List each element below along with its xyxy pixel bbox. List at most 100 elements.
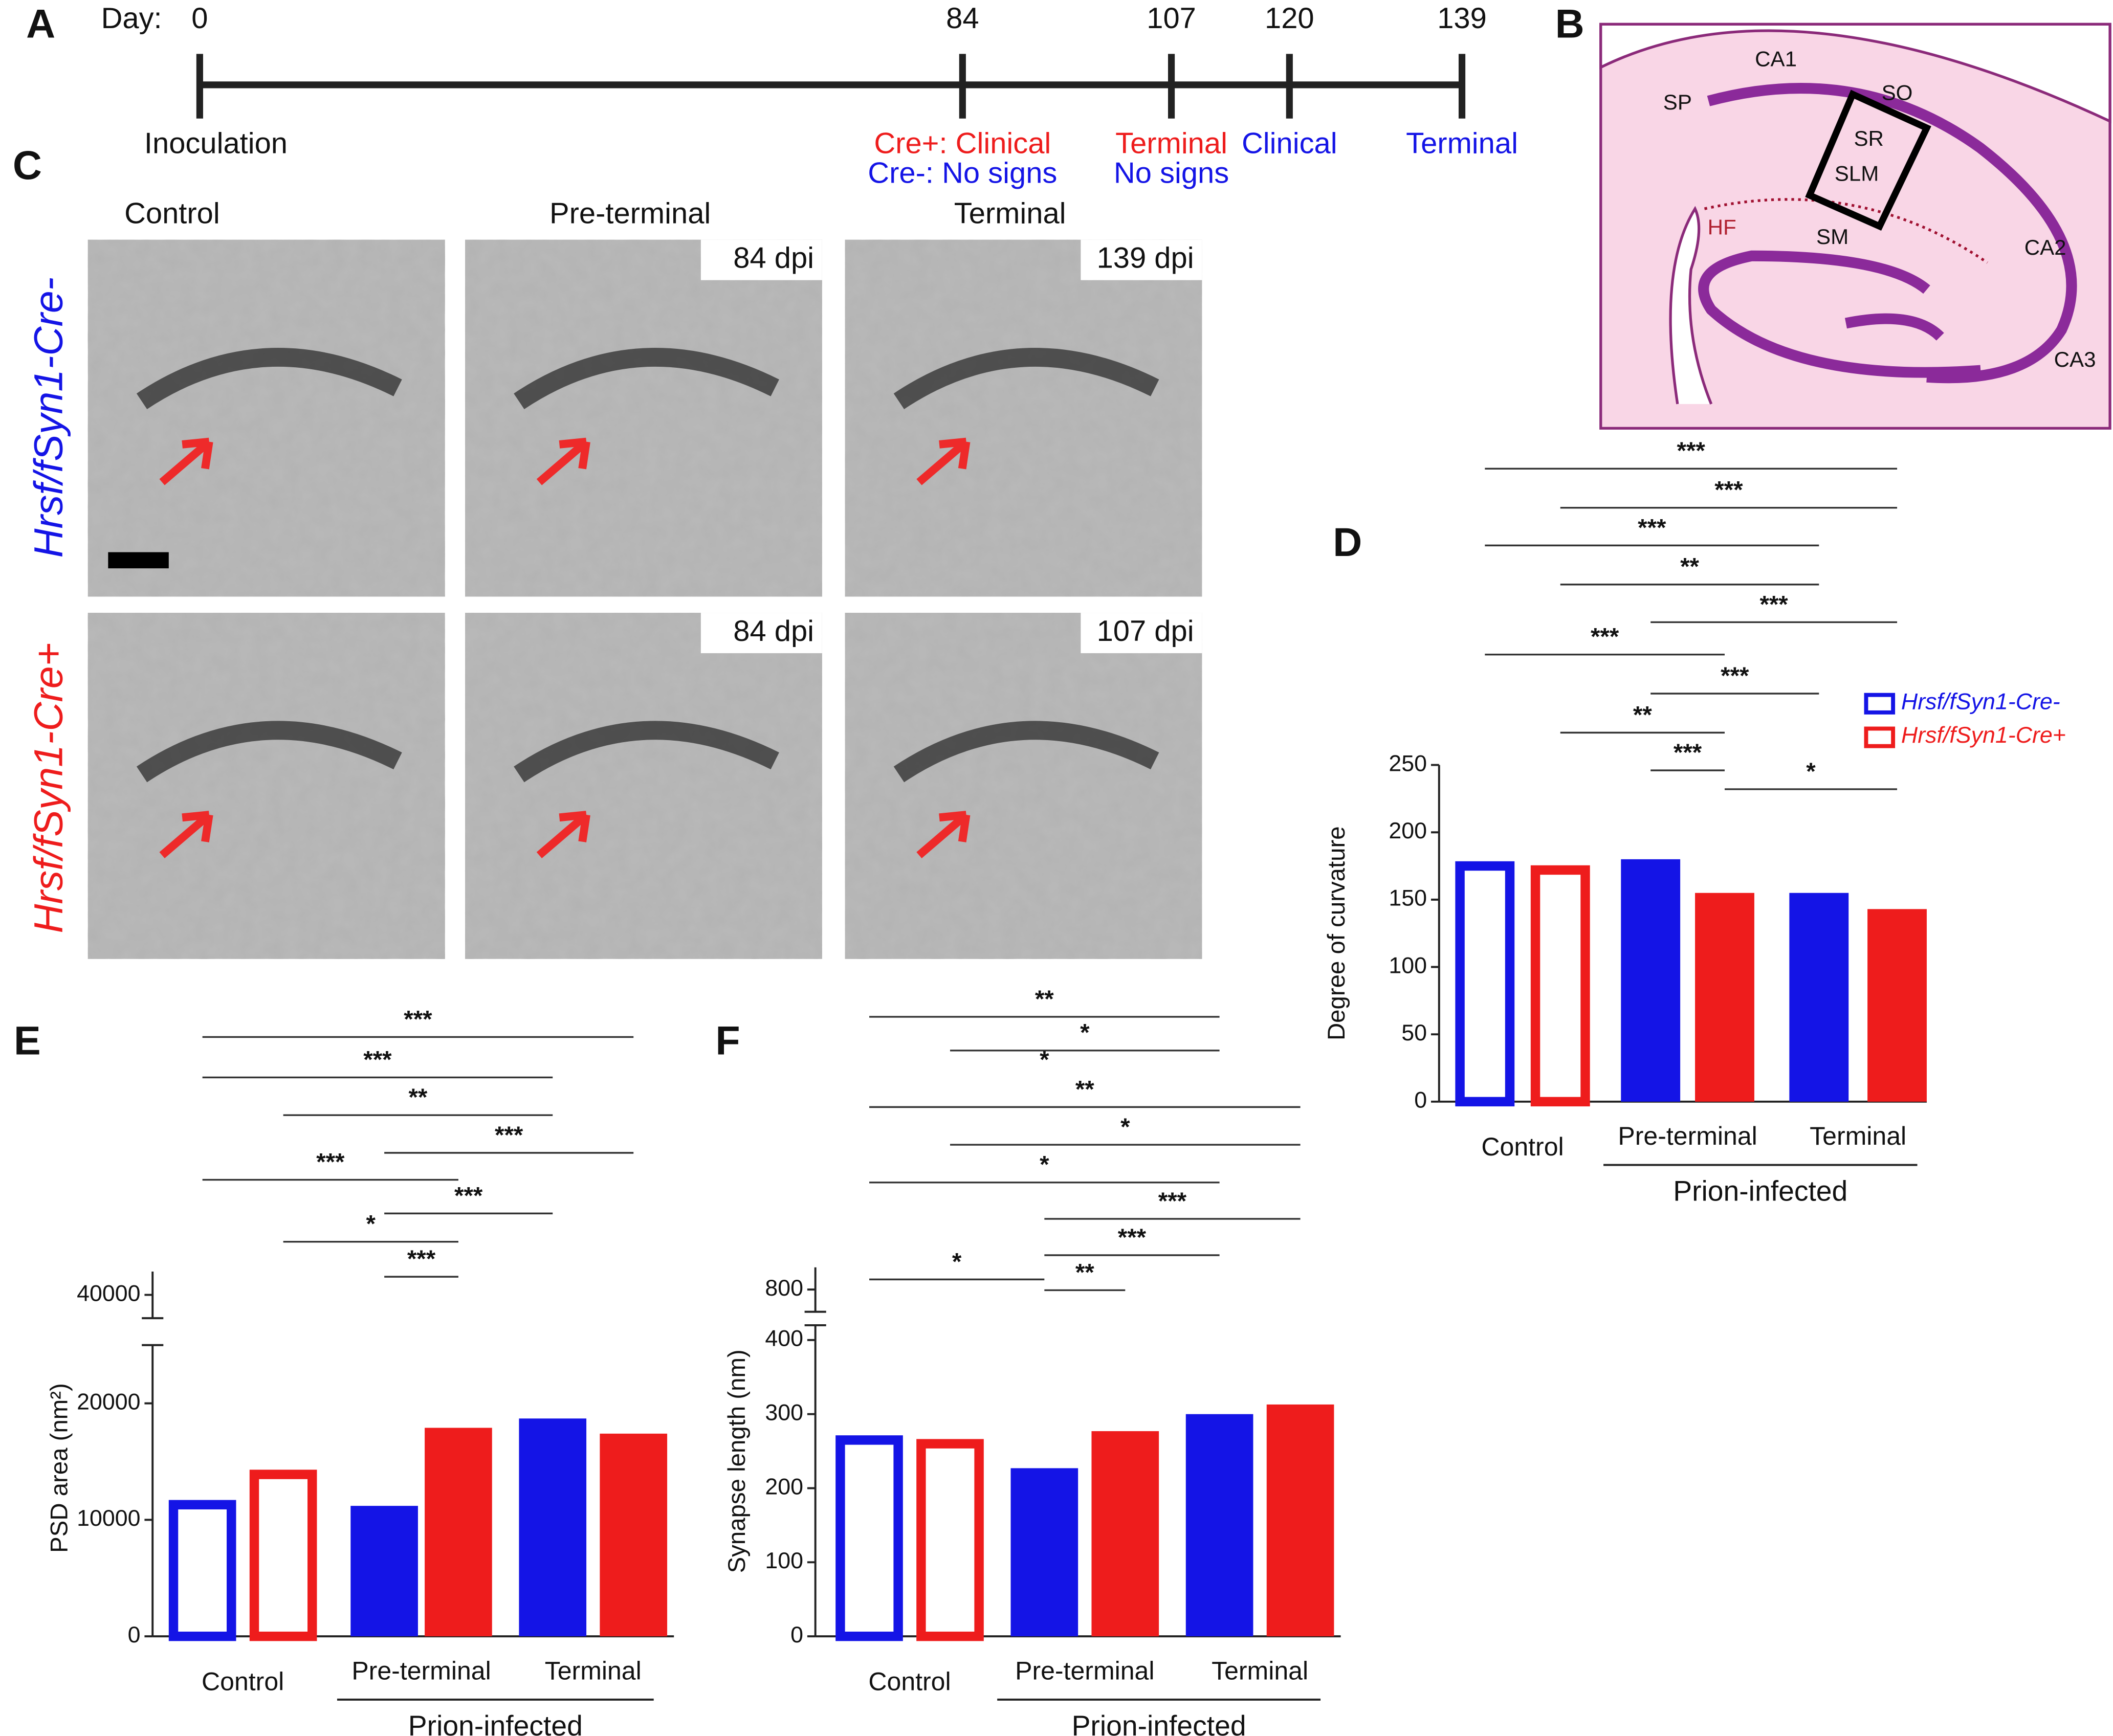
significance-label: * <box>1806 758 1816 785</box>
em-texture <box>465 613 822 959</box>
y-tick-label: 0 <box>1414 1087 1427 1113</box>
y-axis-label: PSD area (nm²) <box>46 1383 73 1553</box>
significance-label: *** <box>1714 477 1743 504</box>
em-texture <box>87 613 445 959</box>
x-tick-label: Control <box>1481 1132 1564 1161</box>
x-tick-label: Pre-terminal <box>1618 1122 1757 1150</box>
bar <box>1185 1414 1253 1637</box>
row-label: Hrsf/fSyn1-Cre- <box>26 277 71 558</box>
event-label: Terminal <box>1115 127 1227 160</box>
significance-label: *** <box>404 1006 432 1033</box>
ventricle <box>1669 206 1713 405</box>
significance-label: *** <box>1721 662 1749 689</box>
y-tick-label: 100 <box>1389 952 1427 978</box>
group-label: Prion-infected <box>1072 1710 1246 1736</box>
event-label: Cre+: Clinical <box>874 127 1051 160</box>
significance-label: *** <box>1118 1224 1147 1251</box>
day-label: 84 <box>946 2 979 35</box>
y-tick-label: 100 <box>765 1548 803 1573</box>
outer-boundary <box>1599 23 2111 124</box>
panel-letter: F <box>715 1017 740 1063</box>
legend-label: Hrsf/fSyn1-Cre+ <box>1901 722 2066 748</box>
panel-letter: E <box>14 1017 41 1063</box>
significance-label: ** <box>1633 701 1652 728</box>
column-title: Control <box>124 197 220 230</box>
bar <box>249 1470 317 1641</box>
day-label: 139 <box>1437 2 1487 35</box>
panel-letter: B <box>1555 1 1584 47</box>
event-label: Terminal <box>1406 127 1518 160</box>
column-title: Pre-terminal <box>549 197 711 230</box>
significance-label: *** <box>1158 1188 1187 1215</box>
significance-label: ** <box>1075 1076 1094 1103</box>
bar <box>1455 861 1515 1107</box>
day-label: 0 <box>191 2 208 35</box>
axis-label: Day: <box>101 2 162 35</box>
y-tick-label: 200 <box>765 1474 803 1499</box>
synapse-membrane <box>136 348 402 409</box>
event-label: No signs <box>1114 157 1229 190</box>
synapse-membrane <box>136 721 402 783</box>
group-label: Prion-infected <box>1673 1175 1847 1207</box>
significance-label: *** <box>1591 624 1619 651</box>
y-tick-label: 0 <box>128 1622 141 1648</box>
arrow <box>159 811 213 858</box>
significance-label: *** <box>316 1148 345 1175</box>
significance-label: *** <box>1759 591 1788 618</box>
dpi-label: 107 dpi <box>1097 615 1194 648</box>
y-tick-label: 50 <box>1401 1020 1427 1045</box>
significance-label: *** <box>1677 437 1706 464</box>
region-label: CA3 <box>2054 347 2096 371</box>
significance-label: *** <box>407 1245 436 1273</box>
bar <box>168 1500 236 1641</box>
arrow <box>536 437 590 485</box>
x-tick-label: Pre-terminal <box>351 1656 491 1685</box>
y-tick-label: 400 <box>765 1326 803 1351</box>
legend-swatch <box>1864 693 1896 715</box>
y-tick-label: 20000 <box>77 1389 140 1414</box>
region-label: SR <box>1854 126 1883 150</box>
y-tick-label: 200 <box>1389 818 1427 843</box>
synapse-membrane <box>514 348 779 409</box>
dpi-label: 139 dpi <box>1097 241 1194 274</box>
y-tick-label: 150 <box>1389 885 1427 911</box>
sample-box <box>1805 90 1931 231</box>
bar <box>1266 1404 1334 1637</box>
scale-bar <box>108 552 169 569</box>
y-tick-label: 250 <box>1389 750 1427 776</box>
region-label: HF <box>1708 215 1736 239</box>
bar <box>916 1439 984 1641</box>
significance-label: *** <box>495 1122 523 1149</box>
day-label: 107 <box>1147 2 1196 35</box>
dpi-box <box>700 613 822 654</box>
event-label: Cre-: No signs <box>868 157 1057 190</box>
bar <box>835 1435 903 1641</box>
region-label: SM <box>1816 225 1848 249</box>
region-label: CA1 <box>1755 47 1797 71</box>
dpi-label: 84 dpi <box>733 615 814 648</box>
region-label: SLM <box>1835 161 1879 185</box>
fissure <box>1704 198 1988 264</box>
bar <box>1789 893 1849 1102</box>
dpi-box <box>700 239 822 280</box>
em-texture <box>845 613 1202 959</box>
y-axis-label: Synapse length (nm) <box>723 1349 751 1573</box>
bar <box>600 1433 668 1637</box>
arrow <box>916 437 971 485</box>
dpi-box <box>1081 613 1202 654</box>
group-label: Prion-infected <box>408 1710 583 1736</box>
dpi-label: 84 dpi <box>733 241 814 274</box>
em-texture <box>87 239 445 597</box>
y-tick-label: 800 <box>765 1275 803 1301</box>
significance-label: *** <box>363 1046 392 1073</box>
region-label: SP <box>1663 90 1692 114</box>
bar <box>350 1506 418 1637</box>
y-axis-label: Degree of curvature <box>1323 826 1350 1040</box>
significance-label: * <box>1040 1151 1049 1178</box>
panel-letter: A <box>26 1 55 47</box>
arrow <box>916 811 971 858</box>
arrow <box>536 811 590 858</box>
x-tick-label: Control <box>868 1667 951 1696</box>
